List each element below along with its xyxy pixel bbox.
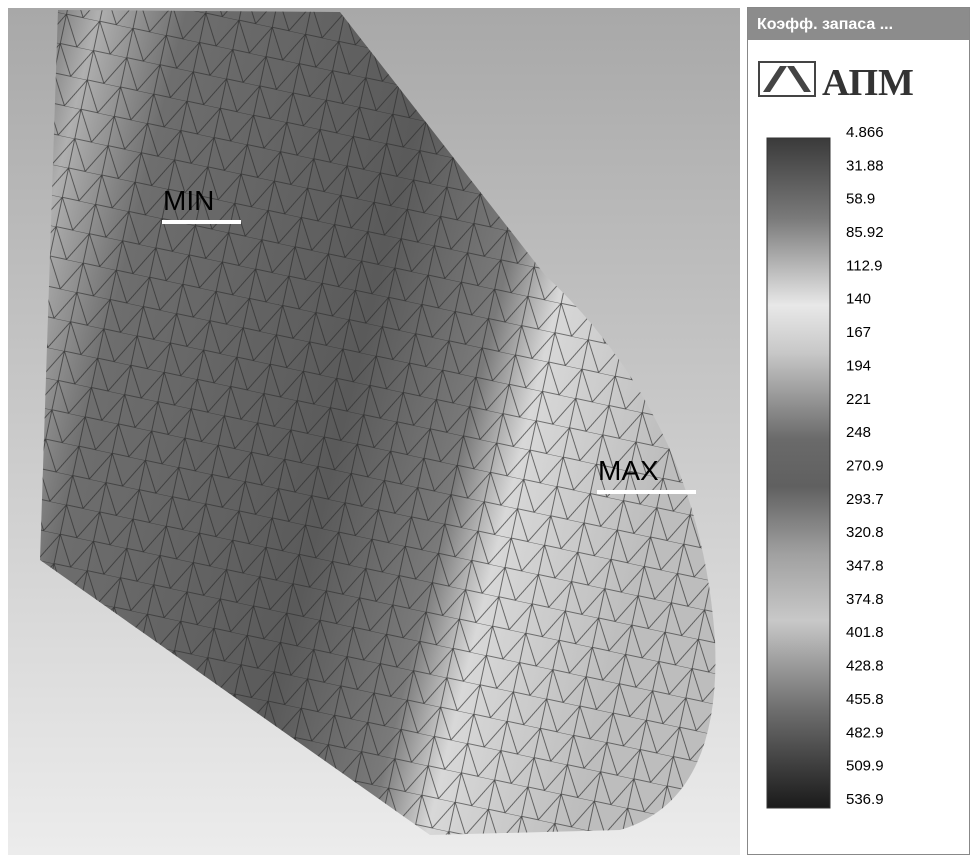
scale-label: 221 [846, 391, 871, 408]
scale-label: 536.9 [846, 791, 884, 808]
logo-text: АПМ [822, 62, 914, 104]
scale-label: 58.9 [846, 191, 875, 208]
scale-label: 194 [846, 357, 871, 374]
scale-label: 85.92 [846, 224, 884, 241]
scale-label: 140 [846, 291, 871, 308]
color-scale [767, 138, 830, 808]
scale-label: 270.9 [846, 457, 884, 474]
scale-label: 293.7 [846, 491, 884, 508]
scale-label: 482.9 [846, 724, 884, 741]
scale-label: 347.8 [846, 558, 884, 575]
scale-label: 428.8 [846, 658, 884, 675]
screen: MIN MAX Коэфф. запаса ... АПМ 4.866 31.88… [0, 0, 973, 861]
scale-label: 248 [846, 424, 871, 441]
panel-title: Коэфф. запаса ... [757, 16, 893, 33]
scale-label: 374.8 [846, 591, 884, 608]
scale-label: 320.8 [846, 524, 884, 541]
min-label: MIN [163, 185, 214, 216]
scale-label: 31.88 [846, 157, 884, 174]
max-label: MAX [598, 455, 659, 486]
scale-label: 401.8 [846, 624, 884, 641]
scale-label: 167 [846, 324, 871, 341]
scale-label: 112.9 [846, 257, 882, 274]
scale-label: 509.9 [846, 758, 884, 775]
scale-label: 455.8 [846, 691, 884, 708]
scale-label: 4.866 [846, 124, 884, 141]
scale-labels: 4.866 31.88 58.9 85.92 112.9 140 167 194 221 248 2… [846, 124, 884, 808]
